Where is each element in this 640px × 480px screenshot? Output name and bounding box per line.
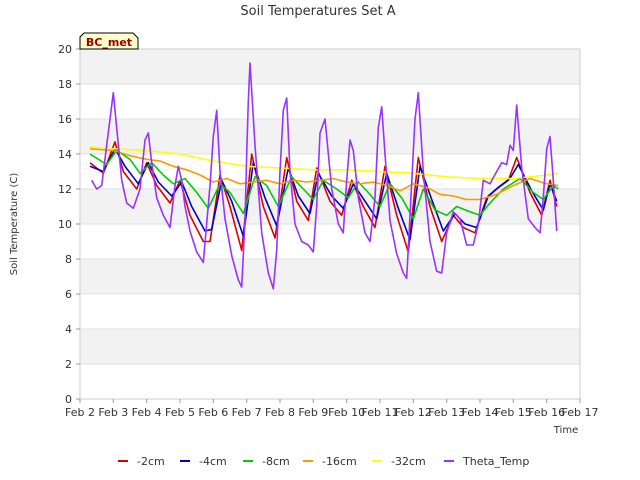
x-tick-label: Feb 8 (265, 406, 295, 419)
x-axis-title: Time (553, 425, 578, 436)
plot-band (80, 119, 580, 154)
x-tick-label: Feb 5 (165, 406, 195, 419)
y-axis-title: Soil Temperature (C) (9, 173, 20, 276)
plot-band (80, 364, 580, 399)
x-tick-label: Feb 6 (198, 406, 228, 419)
y-tick-label: 14 (58, 148, 72, 161)
plot-band (80, 84, 580, 119)
legend-label-2cm: -2cm (137, 455, 165, 468)
series-line-8cm (89, 149, 559, 220)
x-tick-label: Feb 12 (395, 406, 432, 419)
y-tick-label: 8 (65, 253, 72, 266)
y-tick-label: 20 (58, 43, 72, 56)
plot-band (80, 329, 580, 364)
plot-band (80, 224, 580, 259)
plot-background-bands (80, 49, 580, 399)
x-tick-label: Feb 13 (428, 406, 465, 419)
plot-band (80, 294, 580, 329)
series-lines (89, 62, 559, 290)
x-tick-label: Feb 10 (328, 406, 365, 419)
y-tick-label: 10 (58, 218, 72, 231)
x-tick-label: Feb 14 (462, 406, 499, 419)
x-tick-label: Feb 2 (65, 406, 95, 419)
y-tick-label: 4 (65, 323, 72, 336)
chart-title: Soil Temperatures Set A (240, 4, 395, 19)
y-axis-ticks: 0 2 4 6 8 10 12 14 16 18 20 (58, 43, 80, 406)
legend-label-16cm: -16cm (322, 455, 357, 468)
x-tick-label: Feb 11 (362, 406, 399, 419)
x-tick-label: Feb 16 (528, 406, 565, 419)
x-tick-label: Feb 4 (132, 406, 162, 419)
x-tick-label: Feb 7 (232, 406, 262, 419)
legend-label-32cm: -32cm (391, 455, 426, 468)
legend-label-8cm: -8cm (262, 455, 290, 468)
legend-label-4cm: -4cm (199, 455, 227, 468)
site-badge-label: BC_met (86, 36, 132, 49)
y-tick-label: 12 (58, 183, 72, 196)
legend-label-theta-temp: Theta_Temp (462, 455, 529, 468)
site-badge: BC_met (79, 32, 139, 50)
y-tick-label: 16 (58, 113, 72, 126)
series-line-theta-temp (91, 62, 558, 290)
legend: -2cm -4cm -8cm -16cm -32cm Theta_Temp (118, 455, 529, 468)
series-line-16cm (89, 147, 559, 201)
site-badge-shape (79, 32, 139, 50)
x-tick-label: Feb 9 (298, 406, 328, 419)
x-axis-ticks: Feb 2 Feb 3 Feb 4 Feb 5 Feb 6 Feb 7 Feb 8 Feb 9… (65, 399, 598, 419)
plot-band (80, 259, 580, 294)
x-tick-label: Feb 17 (562, 406, 599, 419)
y-tick-label: 18 (58, 78, 72, 91)
y-tick-label: 6 (65, 288, 72, 301)
x-tick-label: Feb 15 (495, 406, 532, 419)
x-tick-label: Feb 3 (98, 406, 128, 419)
y-tick-label: 0 (65, 393, 72, 406)
y-tick-label: 2 (65, 358, 72, 371)
plot-band (80, 49, 580, 84)
series-line-32cm (89, 146, 559, 180)
